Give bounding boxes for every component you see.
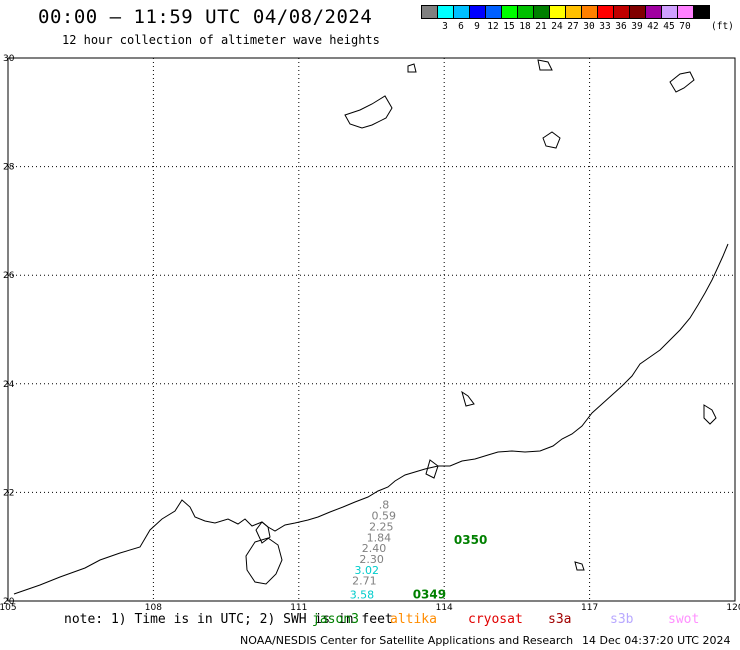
- swh-value-label: 3.58: [350, 588, 375, 601]
- mission-label-swot: swot: [668, 612, 700, 627]
- generated-timestamp: 14 Dec 04:37:20 UTC 2024: [582, 634, 731, 647]
- swh-value-label: 2.30: [359, 553, 384, 566]
- lon-tick-label: 108: [145, 603, 162, 613]
- mission-label-cryosat: cryosat: [468, 612, 523, 627]
- scale-tick-label: 30: [583, 21, 595, 32]
- lon-tick-label: 120: [726, 603, 740, 613]
- mission-label-altika: altika: [390, 612, 437, 627]
- pass-time-label: 0349: [413, 587, 446, 601]
- lake-cluster-1: [344, 95, 393, 129]
- lon-tick-label: 114: [436, 603, 453, 613]
- lake-cluster-2: [669, 71, 695, 93]
- lon-tick-label: 117: [581, 603, 598, 613]
- lat-tick-label: 20: [3, 597, 15, 607]
- swh-value-label: 1.84: [367, 531, 392, 544]
- lake-cluster-5: [407, 63, 417, 73]
- lake-cluster-3: [542, 131, 561, 149]
- scale-tick-label: 36: [615, 21, 627, 32]
- map-subtitle: 12 hour collection of altimeter wave hei…: [62, 33, 380, 47]
- lat-tick-label: 26: [3, 271, 15, 281]
- scale-tick-label: 3: [442, 21, 448, 32]
- scale-tick-label: 15: [503, 21, 515, 32]
- swh-value-label: .8: [379, 499, 390, 512]
- mainland-coastline: [13, 243, 729, 595]
- hainan-island: [245, 537, 283, 585]
- swh-value-label: 2.40: [362, 542, 387, 555]
- scale-tick-label: 70: [679, 21, 691, 32]
- scale-tick-label: 45: [663, 21, 675, 32]
- coastline: [13, 59, 729, 595]
- swh-value-label: 3.02: [355, 564, 380, 577]
- lake-cluster-4: [537, 59, 553, 71]
- credit-line: NOAA/NESDIS Center for Satellite Applica…: [240, 634, 574, 647]
- scale-tick-label: 12: [487, 21, 499, 32]
- swh-value-label: 0.59: [372, 510, 397, 523]
- lat-lon-grid: 105 108 111 114 117 120 20 22 24 26 28 30: [0, 54, 740, 613]
- scale-tick-label: 39: [631, 21, 643, 32]
- island-small-1: [461, 390, 475, 407]
- lat-tick-label: 22: [3, 488, 14, 498]
- swh-value-label: 2.25: [369, 520, 394, 533]
- scale-tick-label: 18: [519, 21, 531, 32]
- mission-label-s3b: s3b: [610, 612, 634, 627]
- lon-tick-label: 111: [290, 603, 307, 613]
- scale-unit-label: (ft): [711, 21, 734, 32]
- scale-swatch: [693, 5, 710, 19]
- scale-tick-label: 6: [458, 21, 464, 32]
- wave-height-scale-labels: 3 6 9 12 15 18 21 24 27 30 33 36 39 42 45 70 (ft): [421, 21, 734, 32]
- mission-label-s3a: s3a: [548, 612, 572, 627]
- swh-value-label: 2.71: [352, 575, 377, 588]
- scale-tick-label: 33: [599, 21, 611, 32]
- leizhou-peninsula: [255, 521, 271, 544]
- altimeter-observations: 3.582.713.022.302.401.842.250.59.8 0350 03…: [350, 499, 488, 602]
- scale-tick-label: 42: [647, 21, 659, 32]
- taiwan-coast: [703, 404, 717, 425]
- island-shenzhen: [425, 459, 439, 479]
- scale-tick-label: 21: [535, 21, 547, 32]
- scale-tick-label: 24: [551, 21, 563, 32]
- island-small-2: [574, 561, 585, 571]
- map-frame: [7, 57, 736, 602]
- scale-tick-label: 9: [474, 21, 480, 32]
- wave-height-color-scale: [421, 5, 710, 19]
- lat-tick-label: 30: [3, 54, 15, 64]
- map-title: 00:00 – 11:59 UTC 04/08/2024: [38, 6, 373, 28]
- lon-tick-label: 105: [0, 603, 17, 613]
- footnote: note: 1) Time is in UTC; 2) SWH is in fe…: [64, 612, 393, 627]
- scale-tick-label: 27: [567, 21, 579, 32]
- pass-time-label: 0350: [454, 533, 487, 547]
- mission-label-jason3: jason3: [312, 612, 359, 627]
- lat-tick-label: 28: [3, 163, 15, 173]
- lat-tick-label: 24: [3, 380, 15, 390]
